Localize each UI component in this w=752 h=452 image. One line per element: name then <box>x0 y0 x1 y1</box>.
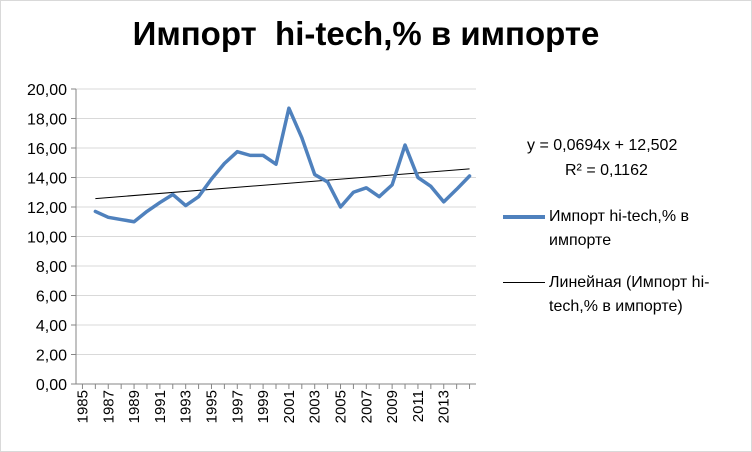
x-tick-label: 2013 <box>436 390 453 423</box>
y-tick-label: 4,00 <box>36 318 67 335</box>
y-tick-label: 12,00 <box>27 200 67 217</box>
y-tick-label: 0,00 <box>36 377 67 394</box>
legend-series-label: Импорт hi-tech,% в импорте <box>549 208 690 249</box>
series-line <box>93 106 472 224</box>
y-tick-label: 16,00 <box>27 141 67 158</box>
y-tick-label: 18,00 <box>27 112 67 129</box>
y-tick-label: 20,00 <box>27 82 67 99</box>
y-tick-label: 2,00 <box>36 348 67 365</box>
x-tick-label: 1993 <box>178 390 195 423</box>
legend-trendline-label: Линейная (Импорт hi-tech,% в импорте) <box>549 274 710 315</box>
x-tick-label: 1985 <box>74 390 91 423</box>
x-tick-label: 2003 <box>307 390 324 423</box>
x-tick-label: 1997 <box>229 390 246 423</box>
x-tick-label: 1989 <box>126 390 143 423</box>
x-tick-label: 1987 <box>100 390 117 423</box>
y-tick-label: 14,00 <box>27 171 67 188</box>
y-tick-label: 10,00 <box>27 230 67 247</box>
x-tick-label: 1999 <box>255 390 272 423</box>
y-tick-label: 8,00 <box>36 259 67 276</box>
chart-title: Импорт hi-tech,% в импорте <box>132 15 600 52</box>
x-tick-label: 2001 <box>281 390 298 423</box>
x-tick-label: 1991 <box>152 390 169 423</box>
trendline-r-squared: R² = 0,1162 <box>565 162 648 179</box>
x-tick-label: 2011 <box>410 390 427 422</box>
legend-trendline-swatch <box>503 282 545 283</box>
x-tick-label: 2009 <box>384 390 401 423</box>
legend-series-swatch <box>503 215 545 219</box>
x-tick-label: 1995 <box>203 390 220 423</box>
y-tick-label: 6,00 <box>36 289 67 306</box>
x-tick-label: 2007 <box>358 390 375 423</box>
x-tick-label: 2005 <box>333 390 350 423</box>
trendline-equation: y = 0,0694x + 12,502 <box>527 137 678 154</box>
trendline <box>95 168 470 200</box>
